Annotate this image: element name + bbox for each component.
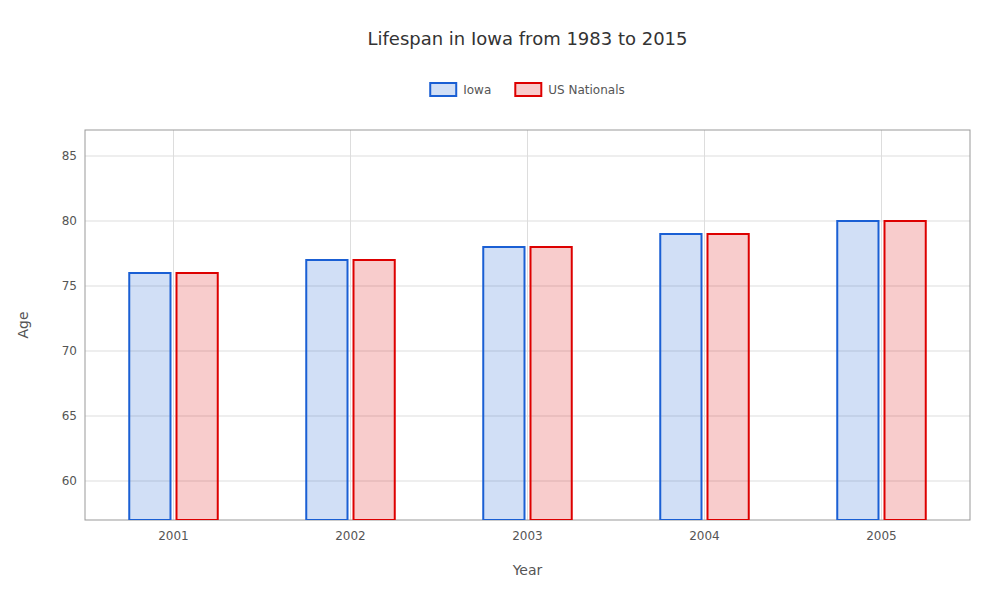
legend-swatch — [515, 83, 541, 96]
series-bars — [129, 221, 878, 520]
bar — [660, 234, 701, 520]
legend-item: Iowa — [430, 83, 491, 97]
legend-item: US Nationals — [515, 83, 624, 97]
bar — [354, 260, 395, 520]
bar — [837, 221, 878, 520]
bar — [177, 273, 218, 520]
x-axis-label: Year — [512, 562, 543, 578]
bars — [129, 221, 926, 520]
bar — [708, 234, 749, 520]
y-tick-label: 85 — [62, 149, 77, 163]
x-grid-line — [527, 130, 528, 520]
axes: 60 65 70 75 80 85 2001 2002 2003 2004 2005 — [62, 130, 970, 543]
x-tick-label: 2003 — [512, 529, 543, 543]
plot-frame — [85, 130, 970, 520]
x-grid-line — [704, 130, 705, 520]
x-tick-label: 2004 — [689, 529, 720, 543]
chart: 60 65 70 75 80 85 2001 2002 2003 2004 2005 Year Age L… — [0, 0, 1000, 600]
y-tick-label: 80 — [62, 214, 77, 228]
legend: Iowa US Nationals — [430, 83, 625, 97]
bar — [129, 273, 170, 520]
y-tick-label: 60 — [62, 474, 77, 488]
bar — [531, 247, 572, 520]
x-tick-label: 2002 — [335, 529, 366, 543]
chart-title: Lifespan in Iowa from 1983 to 2015 — [367, 28, 687, 49]
series-bars — [177, 221, 926, 520]
chart-container: 60 65 70 75 80 85 2001 2002 2003 2004 2005 Year Age L… — [0, 0, 1000, 600]
x-grid-line — [881, 130, 882, 520]
legend-label: Iowa — [463, 83, 491, 97]
y-tick-label: 70 — [62, 344, 77, 358]
x-grid-line — [350, 130, 351, 520]
bar — [483, 247, 524, 520]
y-tick-label: 65 — [62, 409, 77, 423]
bar — [306, 260, 347, 520]
y-axis-label: Age — [15, 311, 31, 338]
legend-label: US Nationals — [548, 83, 624, 97]
legend-swatch — [430, 83, 456, 96]
bar — [885, 221, 926, 520]
grid — [85, 130, 970, 520]
y-tick-label: 75 — [62, 279, 77, 293]
x-tick-label: 2001 — [158, 529, 189, 543]
x-tick-label: 2005 — [866, 529, 897, 543]
x-grid-line — [173, 130, 174, 520]
